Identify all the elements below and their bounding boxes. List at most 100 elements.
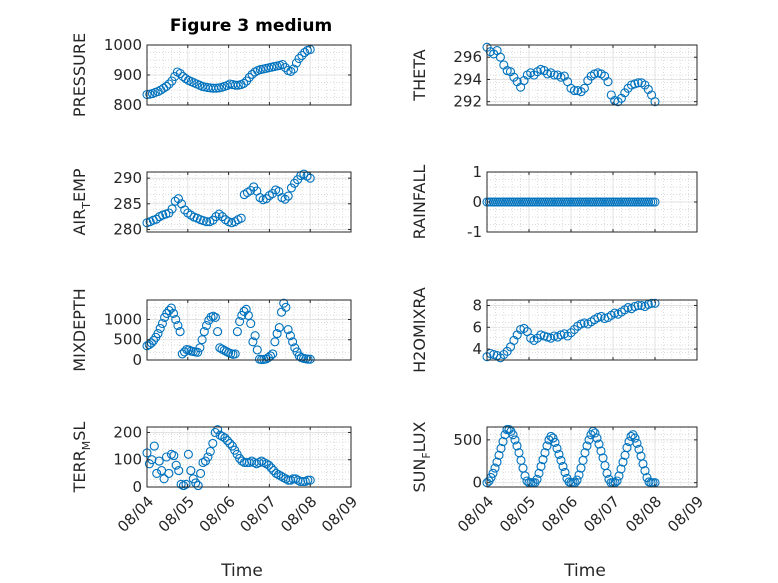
data-point bbox=[176, 479, 186, 489]
y-axis-label: THETA bbox=[410, 49, 429, 101]
data-point bbox=[626, 431, 636, 441]
data-point bbox=[542, 441, 552, 451]
data-point bbox=[171, 460, 181, 470]
data-point bbox=[650, 298, 660, 308]
data-point bbox=[488, 468, 498, 478]
data-point bbox=[590, 428, 600, 438]
x-axis-label: Time bbox=[563, 561, 606, 581]
data-point bbox=[173, 194, 183, 204]
data-point bbox=[540, 448, 550, 458]
data-point bbox=[281, 474, 291, 484]
y-axis-label-rest: SL bbox=[70, 422, 89, 441]
data-point bbox=[616, 464, 626, 474]
data-point bbox=[161, 81, 171, 91]
data-point bbox=[286, 183, 296, 193]
data-point bbox=[634, 444, 644, 454]
data-point bbox=[246, 318, 256, 329]
data-point bbox=[232, 327, 242, 337]
data-point bbox=[622, 443, 632, 453]
data-point bbox=[252, 345, 262, 355]
x-tick-label: 08/05 bbox=[496, 493, 539, 536]
data-point bbox=[286, 475, 296, 485]
data-point bbox=[210, 312, 220, 322]
data-point bbox=[175, 327, 185, 337]
data-point bbox=[274, 323, 284, 333]
data-point bbox=[201, 320, 212, 331]
data-point bbox=[572, 475, 582, 485]
data-point bbox=[243, 310, 253, 320]
data-point bbox=[203, 452, 213, 462]
data-point bbox=[273, 470, 284, 480]
data-point bbox=[646, 197, 656, 207]
data-point bbox=[167, 76, 177, 86]
y-tick-label: 4 bbox=[472, 340, 482, 358]
data-point bbox=[155, 323, 165, 333]
y-axis-label-base: TERR bbox=[70, 450, 89, 493]
data-point bbox=[305, 354, 315, 364]
data-point bbox=[208, 311, 218, 321]
data-point bbox=[569, 86, 579, 96]
data-point bbox=[650, 97, 660, 107]
y-tick-label: 0 bbox=[472, 474, 482, 492]
data-point bbox=[638, 459, 648, 469]
data-point bbox=[166, 303, 176, 313]
data-point bbox=[239, 78, 249, 88]
y-axis-label: H2OMIXRA bbox=[410, 287, 429, 373]
data-point bbox=[217, 212, 227, 222]
data-point bbox=[264, 460, 274, 470]
data-point bbox=[181, 479, 191, 489]
axes-row3-left: 0 500 1000 MIXDEPTH bbox=[70, 288, 352, 372]
data-point bbox=[171, 314, 181, 325]
data-point bbox=[213, 327, 223, 337]
y-tick-label: -1 bbox=[467, 223, 482, 241]
axes-frame bbox=[486, 44, 698, 106]
y-axis-label-base: MIXDEPTH bbox=[70, 288, 89, 371]
axes-frame bbox=[486, 426, 698, 488]
axes-top-right: 292 294 296 THETA bbox=[410, 42, 698, 111]
data-point bbox=[303, 475, 313, 485]
x-tick-label: 08/06 bbox=[196, 493, 239, 536]
data-point bbox=[285, 331, 295, 341]
y-tick-label: 294 bbox=[453, 70, 482, 88]
data-point bbox=[270, 337, 280, 347]
y-axis-label: MIXDEPTH bbox=[70, 288, 89, 371]
x-tick-label: 08/07 bbox=[236, 493, 279, 536]
data-point bbox=[532, 474, 542, 484]
data-point bbox=[632, 438, 642, 448]
x-tick-label: 08/08 bbox=[622, 493, 665, 536]
data-point bbox=[242, 457, 252, 468]
y-axis-label-sub: M bbox=[80, 441, 93, 451]
data-point bbox=[512, 441, 522, 451]
data-point bbox=[164, 468, 174, 478]
data-point bbox=[592, 433, 602, 443]
data-point bbox=[623, 83, 633, 93]
y-axis-label: AIRTEMP bbox=[70, 168, 93, 235]
data-point bbox=[602, 468, 612, 478]
data-point bbox=[151, 214, 161, 224]
data-point bbox=[230, 349, 240, 359]
data-point bbox=[520, 471, 530, 481]
data-point bbox=[286, 66, 296, 76]
data-point bbox=[283, 191, 293, 201]
y-axis-label-base: SUN bbox=[410, 459, 429, 493]
y-axis-label-base: RAINFALL bbox=[410, 165, 429, 240]
data-point bbox=[580, 448, 590, 458]
y-tick-label: 292 bbox=[453, 93, 482, 111]
data-point bbox=[291, 58, 301, 68]
y-tick-label: 0 bbox=[472, 193, 482, 211]
axes-row3-right: 4 6 8 H2OMIXRA bbox=[410, 287, 698, 373]
data-point bbox=[222, 436, 232, 446]
data-point bbox=[195, 343, 205, 353]
data-point bbox=[303, 354, 313, 364]
y-axis-label-base: PRESSURE bbox=[70, 33, 89, 117]
axes-top-left: 800 900 1000 PRESSURE bbox=[70, 33, 352, 117]
data-point bbox=[495, 353, 505, 363]
data-point bbox=[496, 443, 506, 453]
axes-frame bbox=[146, 171, 352, 233]
data-point bbox=[241, 304, 251, 314]
data-point bbox=[569, 324, 579, 335]
y-axis-label-base: THETA bbox=[410, 49, 429, 101]
